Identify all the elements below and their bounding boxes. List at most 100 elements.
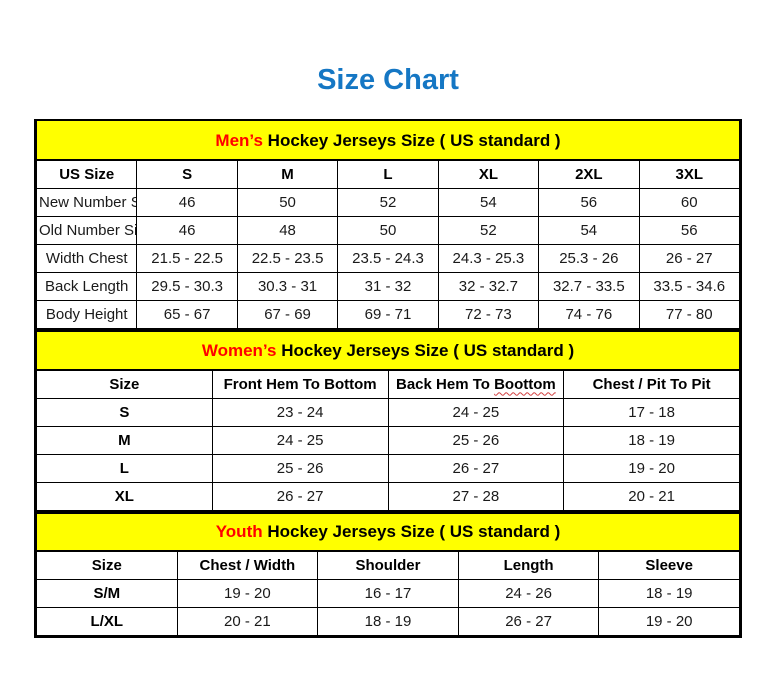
spellcheck-underlined-word: Boottom bbox=[494, 375, 556, 393]
cell-value: 54 bbox=[437, 188, 540, 217]
cell-value: 23.5 - 24.3 bbox=[337, 244, 439, 273]
column-header: 2XL bbox=[538, 159, 640, 189]
row-label: S/M bbox=[36, 579, 178, 608]
cell-value: 20 - 21 bbox=[176, 607, 319, 636]
row-label: L bbox=[36, 453, 213, 483]
table-row: L 25 - 26 26 - 27 19 - 20 bbox=[36, 453, 740, 483]
cell-value: 50 bbox=[337, 216, 439, 245]
cell-value: 46 bbox=[136, 188, 238, 217]
youth-size-table: Youth Hockey Jerseys Size ( US standard … bbox=[36, 510, 740, 636]
mens-banner: Men’s Hockey Jerseys Size ( US standard … bbox=[36, 121, 740, 161]
cell-value: 24.3 - 25.3 bbox=[437, 244, 540, 273]
cell-value: 24 - 25 bbox=[387, 397, 565, 427]
cell-value: 19 - 20 bbox=[563, 453, 740, 483]
youth-banner: Youth Hockey Jerseys Size ( US standard … bbox=[36, 510, 740, 552]
cell-value: 56 bbox=[638, 216, 741, 245]
table-row: Width Chest 21.5 - 22.5 22.5 - 23.5 23.5… bbox=[35, 244, 741, 273]
womens-banner: Women’s Hockey Jerseys Size ( US standar… bbox=[36, 329, 740, 371]
column-header: L bbox=[337, 159, 439, 189]
column-header-misspelled: Back Hem To Boottom bbox=[387, 369, 565, 399]
table-row: S 23 - 24 24 - 25 17 - 18 bbox=[36, 397, 740, 427]
youth-banner-row: Youth Hockey Jerseys Size ( US standard … bbox=[36, 510, 740, 552]
cell-value: 67 - 69 bbox=[236, 300, 339, 329]
cell-value: 25 - 26 bbox=[211, 453, 389, 483]
cell-value: 32 - 32.7 bbox=[437, 272, 540, 301]
cell-value: 26 - 27 bbox=[457, 607, 600, 636]
mens-banner-row: Men’s Hockey Jerseys Size ( US standard … bbox=[36, 121, 740, 161]
cell-value: 16 - 17 bbox=[317, 579, 459, 608]
table-row: XL 26 - 27 27 - 28 20 - 21 bbox=[36, 481, 740, 511]
cell-value: 18 - 19 bbox=[317, 607, 459, 636]
row-label: M bbox=[36, 425, 213, 455]
table-row: M 24 - 25 25 - 26 18 - 19 bbox=[36, 425, 740, 455]
cell-value: 52 bbox=[337, 188, 439, 217]
cell-value: 33.5 - 34.6 bbox=[638, 272, 741, 301]
cell-value: 65 - 67 bbox=[136, 300, 238, 329]
mens-banner-rest: Hockey Jerseys Size ( US standard ) bbox=[262, 130, 561, 150]
row-label: Back Length bbox=[35, 272, 138, 301]
cell-value: 77 - 80 bbox=[638, 300, 741, 329]
cell-value: 48 bbox=[236, 216, 339, 245]
cell-value: 60 bbox=[638, 188, 741, 217]
row-label: Width Chest bbox=[35, 244, 138, 273]
column-header: Shoulder bbox=[317, 550, 459, 580]
cell-value: 24 - 26 bbox=[457, 579, 600, 608]
cell-value: 19 - 20 bbox=[598, 607, 740, 636]
row-label: Body Height bbox=[35, 300, 138, 329]
table-row: Body Height 65 - 67 67 - 69 69 - 71 72 -… bbox=[35, 300, 741, 329]
cell-value: 29.5 - 30.3 bbox=[136, 272, 238, 301]
cell-value: 24 - 25 bbox=[211, 425, 389, 455]
cell-value: 25 - 26 bbox=[387, 425, 565, 455]
table-row: Back Length 29.5 - 30.3 30.3 - 31 31 - 3… bbox=[35, 272, 741, 301]
page-title: Size Chart bbox=[317, 64, 459, 96]
table-row: L/XL 20 - 21 18 - 19 26 - 27 19 - 20 bbox=[36, 607, 740, 636]
column-header: Sleeve bbox=[598, 550, 740, 580]
cell-value: 26 - 27 bbox=[387, 453, 565, 483]
row-label: XL bbox=[36, 481, 213, 511]
cell-value: 19 - 20 bbox=[176, 579, 319, 608]
column-header: Chest / Pit To Pit bbox=[563, 369, 740, 399]
mens-size-table: Men’s Hockey Jerseys Size ( US standard … bbox=[35, 121, 741, 329]
womens-banner-row: Women’s Hockey Jerseys Size ( US standar… bbox=[36, 329, 740, 371]
cell-value: 22.5 - 23.5 bbox=[236, 244, 339, 273]
youth-header-row: Size Chest / Width Shoulder Length Sleev… bbox=[36, 550, 740, 580]
size-chart-tables: Men’s Hockey Jerseys Size ( US standard … bbox=[34, 119, 742, 638]
womens-header-row: Size Front Hem To Bottom Back Hem To Boo… bbox=[36, 369, 740, 399]
row-label: S bbox=[36, 397, 213, 427]
cell-value: 74 - 76 bbox=[538, 300, 640, 329]
column-header: 3XL bbox=[638, 159, 741, 189]
womens-banner-rest: Hockey Jerseys Size ( US standard ) bbox=[276, 340, 575, 360]
womens-banner-highlight: Women’s bbox=[201, 340, 277, 360]
cell-value: 54 bbox=[538, 216, 640, 245]
cell-value: 26 - 27 bbox=[638, 244, 741, 273]
womens-size-table: Women’s Hockey Jerseys Size ( US standar… bbox=[36, 329, 740, 511]
cell-value: 26 - 27 bbox=[211, 481, 389, 511]
column-header: Size bbox=[36, 550, 178, 580]
cell-value: 46 bbox=[136, 216, 238, 245]
cell-value: 50 bbox=[236, 188, 339, 217]
column-header: US Size bbox=[35, 159, 138, 189]
header-text: Back Hem To bbox=[396, 375, 495, 393]
cell-value: 69 - 71 bbox=[337, 300, 439, 329]
cell-value: 17 - 18 bbox=[563, 397, 740, 427]
cell-value: 21.5 - 22.5 bbox=[136, 244, 238, 273]
youth-banner-highlight: Youth bbox=[215, 522, 263, 542]
row-label: Old Number Size bbox=[35, 216, 138, 245]
cell-value: 25.3 - 26 bbox=[538, 244, 640, 273]
cell-value: 72 - 73 bbox=[437, 300, 540, 329]
mens-header-row: US Size S M L XL 2XL 3XL bbox=[35, 159, 741, 189]
table-row: Old Number Size 46 48 50 52 54 56 bbox=[35, 216, 741, 245]
table-row: New Number Size 46 50 52 54 56 60 bbox=[35, 188, 741, 217]
column-header: XL bbox=[437, 159, 540, 189]
column-header: Length bbox=[457, 550, 600, 580]
row-label: New Number Size bbox=[35, 188, 138, 217]
cell-value: 30.3 - 31 bbox=[236, 272, 339, 301]
cell-value: 27 - 28 bbox=[387, 481, 565, 511]
cell-value: 18 - 19 bbox=[563, 425, 740, 455]
cell-value: 31 - 32 bbox=[337, 272, 439, 301]
cell-value: 20 - 21 bbox=[563, 481, 740, 511]
cell-value: 32.7 - 33.5 bbox=[538, 272, 640, 301]
cell-value: 23 - 24 bbox=[211, 397, 389, 427]
cell-value: 56 bbox=[538, 188, 640, 217]
cell-value: 52 bbox=[437, 216, 540, 245]
